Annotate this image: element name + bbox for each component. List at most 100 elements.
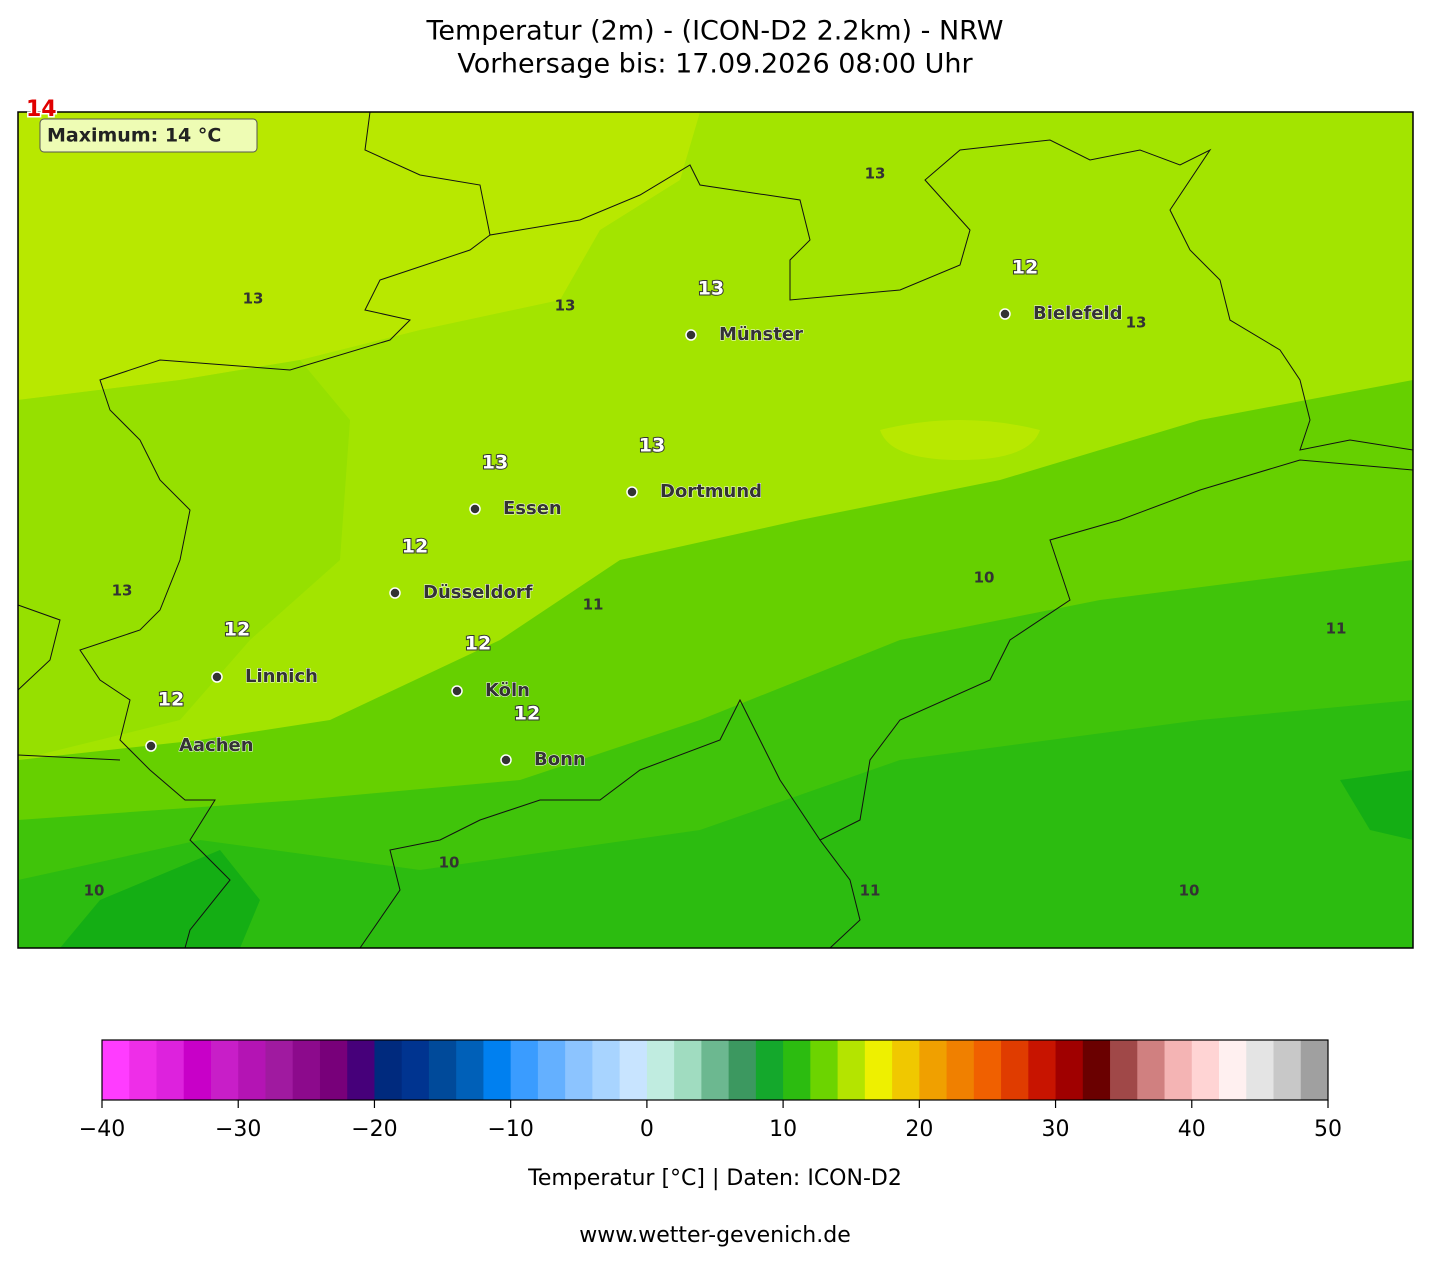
colorbar-tick-label: −40 <box>79 1117 125 1142</box>
contour-label: 13 <box>482 452 508 474</box>
colorbar-tick-label: 40 <box>1178 1117 1206 1142</box>
city-dot <box>626 486 638 498</box>
contour-label: 10 <box>84 882 105 900</box>
colorbar-cell <box>973 1040 1002 1100</box>
colorbar-cell <box>1001 1040 1029 1100</box>
contour-label: 12 <box>465 633 491 655</box>
city-label: Köln <box>485 680 530 701</box>
colorbar-cell <box>728 1040 757 1100</box>
colorbar-cell <box>510 1040 539 1100</box>
colorbar-cell <box>292 1040 321 1100</box>
contour-label: 12 <box>158 689 184 711</box>
colorbar-cell <box>1028 1040 1057 1100</box>
colorbar-cell <box>401 1040 430 1100</box>
colorbar-cell <box>674 1040 702 1100</box>
colorbar-cell <box>210 1040 239 1100</box>
city-label: Aachen <box>179 735 254 756</box>
colorbar-tick-label: 50 <box>1314 1117 1342 1142</box>
contour-label: 12 <box>1012 257 1038 279</box>
colorbar-cell <box>1137 1040 1166 1100</box>
colorbar-tick-label: 0 <box>640 1117 654 1142</box>
colorbar-tick-label: −30 <box>215 1117 261 1142</box>
colorbar-cell <box>864 1040 893 1100</box>
colorbar-tick-label: 10 <box>769 1117 797 1142</box>
colorbar-cell <box>946 1040 975 1100</box>
colorbar-cell <box>755 1040 784 1100</box>
colorbar-cell <box>1246 1040 1275 1100</box>
colorbar-cell <box>1273 1040 1302 1100</box>
contour-label: 13 <box>698 278 724 300</box>
colorbar-frame <box>101 1039 1329 1101</box>
colorbar-tick-label: 30 <box>1042 1117 1070 1142</box>
city-dot <box>211 671 223 683</box>
colorbar-tick-label: −20 <box>351 1117 397 1142</box>
borders <box>17 111 1414 949</box>
city-dot <box>999 308 1011 320</box>
contour-label: 13 <box>1126 314 1147 332</box>
colorbar-cell <box>619 1040 648 1100</box>
colorbar-cell <box>129 1040 157 1100</box>
colorbar-cell <box>646 1040 675 1100</box>
colorbar-cell <box>183 1040 212 1100</box>
colorbar-cell <box>592 1040 621 1100</box>
city-dot <box>451 685 463 697</box>
colorbar-cell <box>428 1040 457 1100</box>
colorbar-cell <box>374 1040 403 1100</box>
colorbar: −40 −30 −20 −10 0 10 20 30 40 50 <box>79 1039 1342 1142</box>
city-dot <box>145 740 157 752</box>
contour-label: 13 <box>555 297 576 315</box>
city-label: Essen <box>503 498 562 519</box>
city-dot <box>469 503 481 515</box>
contour-label: 10 <box>974 569 995 587</box>
colorbar-cell <box>156 1040 185 1100</box>
colorbar-cell <box>783 1040 811 1100</box>
colorbar-cell <box>1300 1040 1329 1100</box>
colorbar-cell <box>319 1040 348 1100</box>
colorbar-cell <box>701 1040 730 1100</box>
colorbar-tick-label: 20 <box>905 1117 933 1142</box>
city-dot <box>500 754 512 766</box>
max-marker: 14 <box>26 97 57 122</box>
city-label: Münster <box>719 324 803 345</box>
subtitle: Vorhersage bis: 17.09.2026 08:00 Uhr <box>457 49 973 80</box>
temperature-field <box>18 112 1413 948</box>
colorbar-cell <box>1219 1040 1247 1100</box>
colorbar-cell <box>102 1040 130 1100</box>
colorbar-cell <box>1164 1040 1193 1100</box>
footer: www.wetter-gevenich.de <box>579 1223 851 1248</box>
contour-label: 13 <box>639 435 665 457</box>
city-label: Linnich <box>245 666 318 687</box>
colorbar-cell <box>265 1040 294 1100</box>
colorbar-cell <box>1082 1040 1111 1100</box>
colorbar-cell <box>892 1040 920 1100</box>
colorbar-cell <box>1055 1040 1084 1100</box>
contour-label: 10 <box>439 854 460 872</box>
colorbar-cell <box>1191 1040 1220 1100</box>
city-dot <box>685 329 697 341</box>
colorbar-cell <box>456 1040 484 1100</box>
colorbar-cell <box>537 1040 566 1100</box>
city-label: Dortmund <box>660 481 762 502</box>
colorbar-cell <box>1110 1040 1138 1100</box>
contour-label: 13 <box>112 582 133 600</box>
title: Temperatur (2m) - (ICON-D2 2.2km) - NRW <box>425 16 1003 47</box>
contour-label: 10 <box>1179 882 1200 900</box>
colorbar-cell <box>565 1040 593 1100</box>
city-label: Bonn <box>534 749 586 770</box>
map-labels: Münster Bielefeld Dortmund Essen Düsseldorf K… <box>84 165 1347 900</box>
contour-label: 13 <box>865 165 886 183</box>
contour-label: 12 <box>514 703 540 725</box>
contour-label: 11 <box>860 882 881 900</box>
city-label: Düsseldorf <box>423 582 533 603</box>
contour-label: 12 <box>402 536 428 558</box>
colorbar-tick-label: −10 <box>487 1117 533 1142</box>
contour-label: 13 <box>243 290 264 308</box>
contour-label: 12 <box>224 619 250 641</box>
colorbar-cell <box>347 1040 375 1100</box>
map-frame <box>17 111 1414 949</box>
contour-label: 11 <box>583 596 604 614</box>
max-box-text: Maximum: 14 °C <box>47 125 221 147</box>
colorbar-cell <box>810 1040 839 1100</box>
city-dot <box>389 587 401 599</box>
